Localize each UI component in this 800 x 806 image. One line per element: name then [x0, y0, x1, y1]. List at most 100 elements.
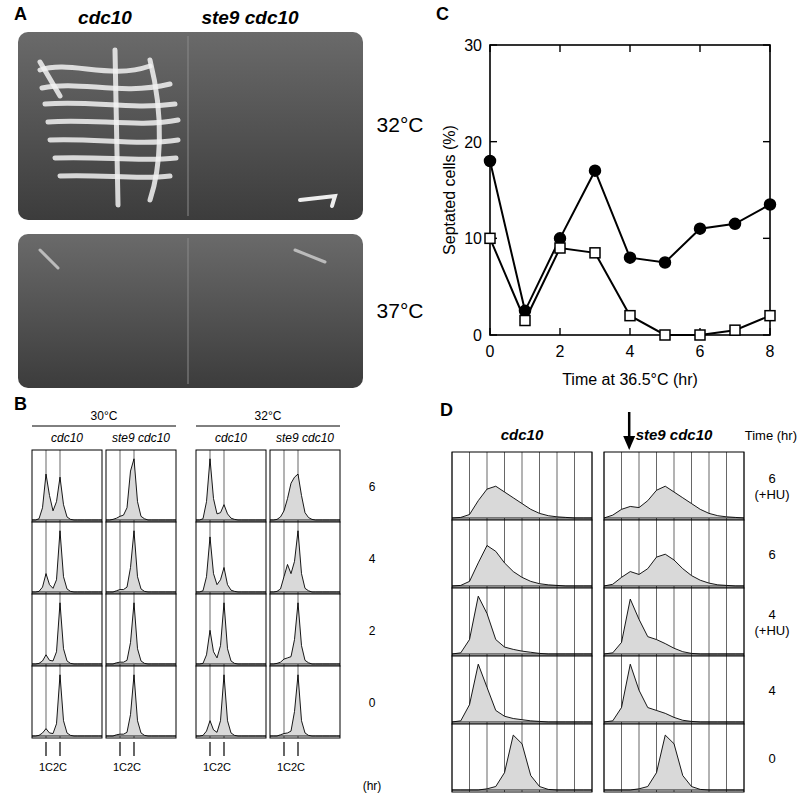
grid-line	[709, 724, 710, 792]
group-rule	[32, 426, 176, 427]
grid-line	[574, 724, 575, 792]
grid-line	[574, 656, 575, 724]
panel-label: D	[440, 400, 453, 420]
colony-streak	[300, 196, 335, 206]
histogram	[452, 596, 592, 654]
marker	[485, 156, 496, 167]
panel-label: B	[14, 394, 27, 414]
tick-mark	[763, 334, 770, 335]
histogram-group	[270, 603, 340, 664]
grid-line	[709, 656, 710, 724]
histogram-group	[452, 596, 592, 654]
histogram-frame	[270, 666, 340, 738]
histogram-frame	[196, 594, 266, 666]
group-label: 30°C	[91, 409, 118, 423]
tick-label: 20	[464, 134, 482, 151]
histogram-frame	[106, 666, 176, 738]
grid-line	[744, 724, 745, 792]
histogram-group	[452, 546, 592, 586]
grid-line	[709, 520, 710, 588]
grid-line	[674, 656, 675, 724]
histogram-group	[604, 735, 744, 790]
time-label: (+HU)	[754, 487, 789, 502]
grid-line	[726, 588, 727, 656]
histogram	[270, 603, 340, 664]
grid-line	[726, 520, 727, 588]
marker	[625, 311, 635, 321]
grid-line	[469, 724, 470, 792]
histogram-frame	[270, 450, 340, 522]
time-label: 6	[768, 471, 775, 486]
grid-line	[539, 452, 540, 520]
tick-mark	[119, 742, 120, 756]
histogram	[32, 531, 102, 592]
grid-line	[592, 452, 593, 520]
grid-line	[522, 588, 523, 656]
histogram	[604, 735, 744, 790]
grid-line	[744, 588, 745, 656]
histogram-frame	[196, 666, 266, 738]
grid-line	[452, 520, 453, 588]
tick-mark	[763, 238, 770, 239]
grid-line	[539, 588, 540, 656]
figure: Acdc10ste9 cdc1032°C37°CB30°C32°Ccdc101C…	[0, 0, 800, 806]
plate	[18, 32, 363, 220]
histogram-frame	[452, 452, 592, 520]
group-label: 32°C	[255, 409, 282, 423]
histogram-frame	[32, 666, 102, 738]
grid-line	[604, 588, 605, 656]
histogram-frame	[604, 724, 744, 792]
marker	[625, 252, 636, 263]
histogram-frame	[106, 594, 176, 666]
tick-mark	[45, 742, 46, 756]
grid-line	[539, 724, 540, 792]
temperature-label: 32°C	[377, 113, 424, 136]
tick-label: 1C	[39, 761, 53, 773]
tick-label: 10	[464, 230, 482, 247]
grid-line	[284, 594, 285, 666]
histogram-frame	[604, 452, 744, 520]
grid-line	[120, 522, 121, 594]
grid-line	[592, 724, 593, 792]
grid-line	[557, 588, 558, 656]
histogram	[270, 474, 340, 520]
tick-label: 1C	[113, 761, 127, 773]
tick-label: 1C	[203, 761, 217, 773]
grid-line	[452, 452, 453, 520]
group-rule	[196, 426, 340, 427]
time-header: Time (hr)	[745, 428, 797, 443]
histogram-group	[452, 486, 592, 518]
strain-label: cdc10	[51, 431, 83, 445]
histogram	[106, 675, 176, 736]
grid-line	[452, 724, 453, 792]
marker	[590, 248, 600, 258]
histogram-frame	[452, 588, 592, 656]
histogram-group	[270, 675, 340, 736]
plate	[18, 234, 363, 388]
grid-line	[452, 656, 453, 724]
tick-label: 8	[766, 343, 775, 360]
marker	[695, 223, 706, 234]
grid-line	[539, 520, 540, 588]
histogram	[106, 459, 176, 520]
panel-label: A	[14, 4, 27, 24]
histogram-frame	[32, 450, 102, 522]
colony-streak	[40, 250, 58, 268]
histogram	[604, 664, 744, 722]
time-label: 6	[369, 480, 376, 494]
histogram	[196, 459, 266, 520]
histogram-frame	[452, 656, 592, 724]
grid-line	[487, 724, 488, 792]
histogram-group	[196, 675, 266, 736]
tick-label: 30	[464, 37, 482, 54]
time-label: 4	[369, 552, 376, 566]
time-label: 0	[768, 751, 775, 766]
tick-mark	[59, 742, 60, 756]
grid-line	[592, 588, 593, 656]
tick-mark	[490, 334, 497, 335]
tick-label: 2C	[53, 761, 67, 773]
tick-mark	[223, 742, 224, 756]
histogram	[32, 603, 102, 664]
marker	[765, 199, 776, 210]
marker	[730, 218, 741, 229]
